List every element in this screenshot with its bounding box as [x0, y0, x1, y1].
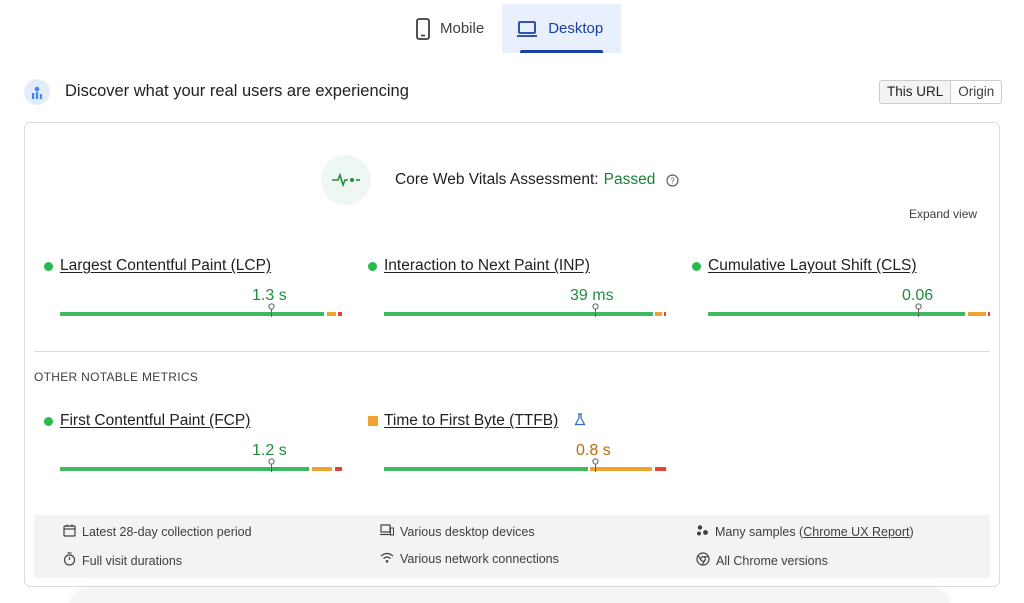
origin-button[interactable]: Origin — [958, 84, 995, 99]
page-title: Discover what your real users are experi… — [65, 82, 409, 100]
tab-desktop-label: Desktop — [548, 20, 604, 37]
metric-lcp-value: 1.3 s — [252, 287, 287, 304]
metric-fcp-distribution-bar — [60, 458, 342, 472]
assessment-label: Core Web Vitals Assessment: — [395, 171, 599, 188]
url-origin-toggle: This URL Origin — [879, 80, 1003, 104]
wifi-icon — [380, 552, 394, 566]
network-info: Various network connections — [380, 552, 559, 566]
assessment-status: Passed — [603, 171, 656, 188]
help-icon[interactable]: ? — [666, 173, 679, 187]
needs-improvement-square-icon — [368, 416, 378, 426]
mobile-phone-icon — [416, 17, 430, 40]
metric-ttfb-distribution-bar — [384, 458, 666, 472]
calendar-icon — [63, 524, 76, 540]
samples-dots-icon — [696, 524, 709, 540]
collection-period-text: Latest 28-day collection period — [82, 525, 252, 539]
network-text: Various network connections — [400, 552, 559, 566]
devices-icon — [380, 524, 394, 539]
this-url-button[interactable]: This URL — [880, 81, 952, 103]
data-info-footer — [34, 515, 990, 578]
percentile-marker-icon — [268, 458, 275, 472]
metric-cls-value: 0.06 — [902, 287, 934, 304]
good-status-dot-icon — [44, 417, 53, 426]
heartbeat-icon — [321, 155, 371, 205]
device-tabs: Mobile Desktop — [402, 4, 622, 53]
stopwatch-icon — [63, 552, 76, 569]
devices-info: Various desktop devices — [380, 524, 535, 539]
tab-mobile[interactable]: Mobile — [402, 4, 502, 53]
laptop-icon — [516, 20, 538, 38]
good-status-dot-icon — [368, 262, 377, 271]
devices-text: Various desktop devices — [400, 524, 535, 539]
metric-ttfb-title[interactable]: Time to First Byte (TTFB) — [384, 412, 559, 429]
samples-info: Many samples (Chrome UX Report) — [696, 524, 914, 540]
expand-view-button[interactable]: Expand view — [909, 207, 978, 221]
other-metrics-heading: OTHER NOTABLE METRICS — [34, 370, 199, 384]
chrome-versions-text: All Chrome versions — [716, 553, 828, 568]
good-status-dot-icon — [44, 262, 53, 271]
percentile-marker-icon — [592, 303, 599, 317]
metric-inp-value: 39 ms — [570, 287, 614, 304]
field-data-card — [24, 122, 1000, 587]
visit-duration-text: Full visit durations — [82, 553, 183, 568]
metric-lcp-distribution-bar — [60, 303, 342, 317]
collection-period-info: Latest 28-day collection period — [63, 524, 252, 540]
next-section-edge — [70, 590, 950, 603]
chrome-ux-report-link[interactable]: Chrome UX Report — [803, 525, 910, 539]
metric-fcp-title[interactable]: First Contentful Paint (FCP) — [60, 412, 251, 429]
svg-text:?: ? — [671, 176, 676, 185]
good-status-dot-icon — [692, 262, 701, 271]
chrome-icon — [696, 552, 710, 569]
percentile-marker-icon — [592, 458, 599, 472]
visit-duration-info: Full visit durations — [63, 552, 182, 569]
tab-desktop[interactable]: Desktop — [502, 4, 622, 53]
metric-cls-distribution-bar — [708, 303, 990, 317]
metric-ttfb-value: 0.8 s — [576, 442, 611, 459]
cwv-assessment: Core Web Vitals Assessment: Passed ? — [395, 171, 679, 189]
samples-prefix: Many samples ( — [715, 525, 804, 539]
metric-fcp-value: 1.2 s — [252, 442, 287, 459]
crux-logo-icon — [24, 79, 50, 105]
tab-mobile-label: Mobile — [440, 20, 485, 37]
percentile-marker-icon — [915, 303, 922, 317]
metric-cls-title[interactable]: Cumulative Layout Shift (CLS) — [708, 257, 917, 274]
samples-suffix: ) — [909, 525, 914, 539]
metric-inp-title[interactable]: Interaction to Next Paint (INP) — [384, 257, 590, 274]
metric-inp-distribution-bar — [384, 303, 666, 317]
chrome-versions-info: All Chrome versions — [696, 552, 828, 569]
metric-lcp-title[interactable]: Largest Contentful Paint (LCP) — [60, 257, 272, 274]
percentile-marker-icon — [268, 303, 275, 317]
flask-icon[interactable] — [574, 413, 586, 431]
section-divider — [34, 351, 990, 352]
